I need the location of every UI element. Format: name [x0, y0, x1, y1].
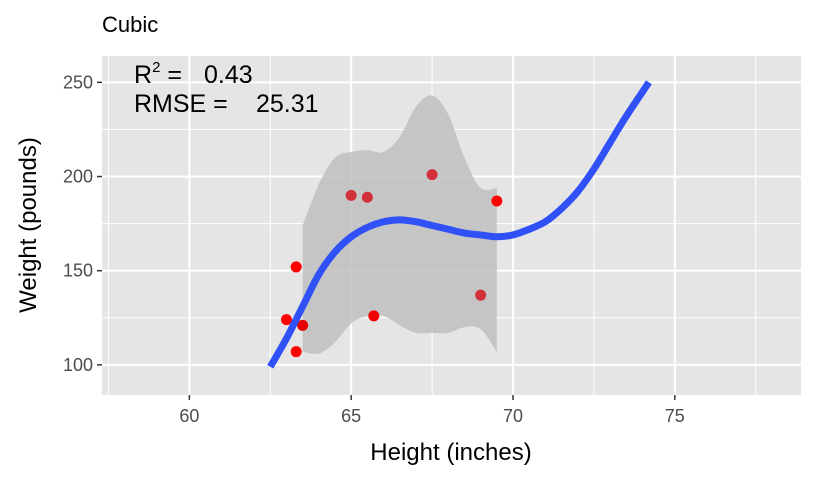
x-tick-label: 60 [179, 406, 199, 426]
y-axis-ticks: 100 150 200 250 [63, 72, 102, 375]
rmse-value: 25.31 [256, 90, 319, 118]
rmse-label: RMSE [134, 90, 206, 118]
r2-annotation: R2 = 0.43 [134, 59, 253, 89]
x-tick-label: 65 [341, 406, 361, 426]
data-point [290, 346, 302, 358]
rmse-equals: = [206, 90, 228, 118]
r2-equals: = [160, 61, 182, 89]
data-point [361, 191, 373, 203]
y-tick-label: 100 [63, 355, 93, 375]
r2-label: R [134, 61, 152, 89]
confidence-band-layer [302, 95, 497, 355]
y-tick-label: 150 [63, 261, 93, 281]
r2-value: 0.43 [204, 61, 253, 89]
rmse-annotation: RMSE = 25.31 [134, 90, 319, 118]
x-axis-ticks: 60 65 70 75 [179, 395, 685, 426]
y-tick-label: 250 [63, 72, 93, 92]
data-point [290, 261, 302, 273]
data-point [280, 314, 292, 326]
data-point [491, 195, 503, 207]
r2-superscript: 2 [152, 59, 160, 76]
data-point [297, 319, 309, 331]
data-point [426, 169, 438, 181]
x-axis-title: Height (inches) [370, 439, 531, 466]
data-points [280, 169, 503, 358]
data-point [345, 189, 357, 201]
fit-curve [267, 80, 652, 369]
fit-statistics: R2 = 0.43 RMSE = 25.31 [134, 59, 319, 118]
x-tick-label: 75 [665, 406, 685, 426]
y-tick-label: 200 [63, 167, 93, 187]
data-point [475, 289, 487, 301]
confidence-band [302, 95, 497, 355]
chart-title: Cubic [102, 12, 158, 37]
data-point [368, 310, 380, 322]
x-tick-label: 70 [503, 406, 523, 426]
fit-curve-layer [267, 80, 652, 369]
y-axis-title: Weight (pounds) [15, 137, 42, 313]
